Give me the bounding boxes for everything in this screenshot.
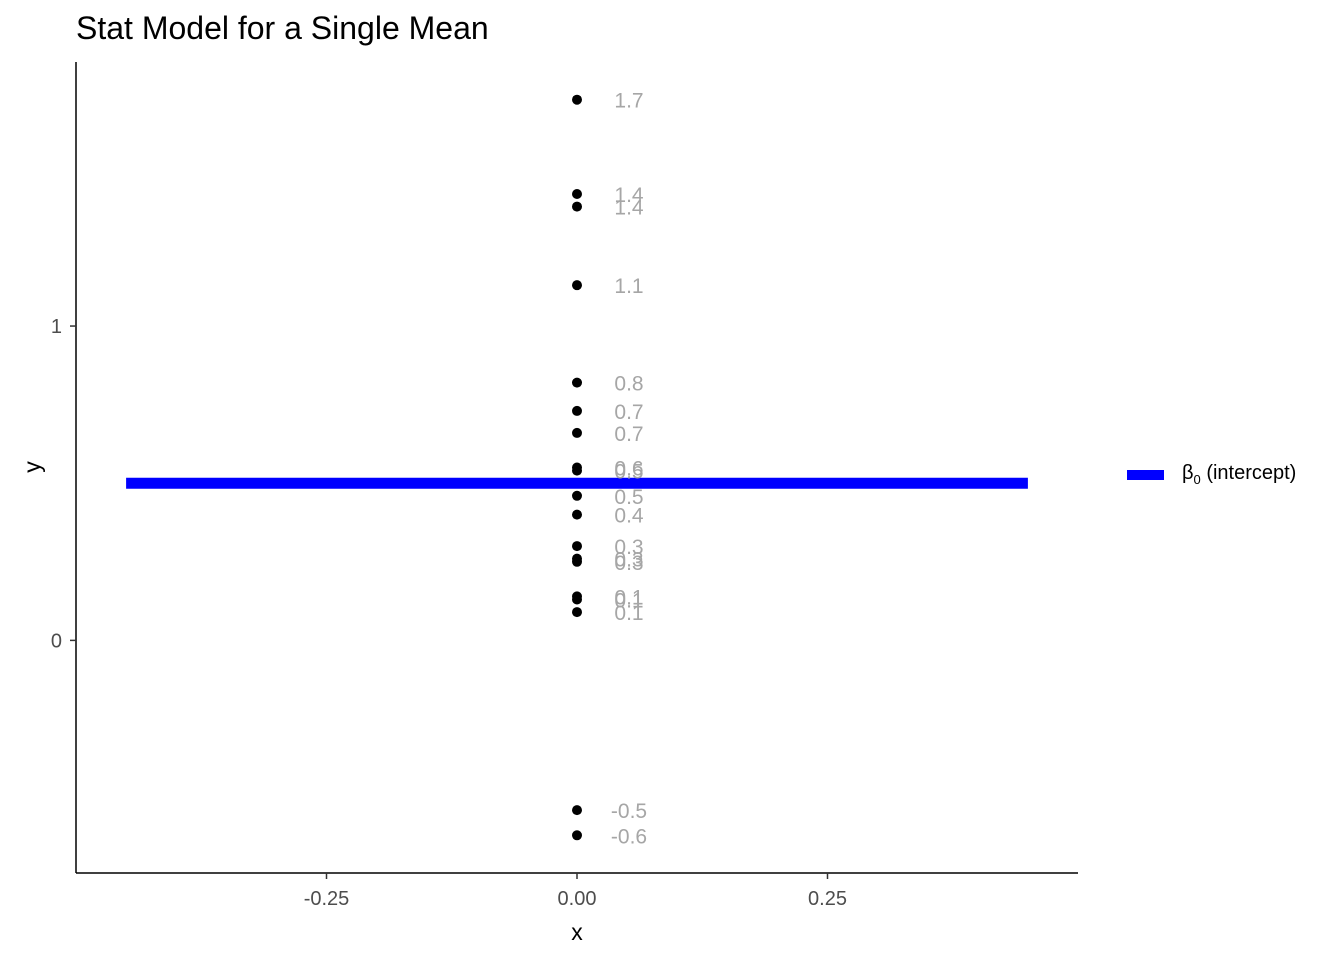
- data-label: 1.7: [614, 90, 643, 113]
- x-axis-title: x: [571, 919, 583, 945]
- data-label: 0.7: [614, 401, 643, 424]
- data-point: [572, 189, 582, 200]
- data-point: [572, 490, 582, 501]
- data-label: 0.4: [614, 505, 644, 528]
- legend-entry-text: (intercept): [1206, 462, 1297, 484]
- legend-label-intercept: β0 (intercept): [1182, 462, 1296, 487]
- y-axis-title: y: [19, 461, 45, 473]
- data-point: [572, 509, 582, 520]
- data-label: 0.7: [614, 423, 643, 446]
- data-label: 0.1: [614, 590, 643, 613]
- ticks: -0.25 0.00 0.25 0 1: [51, 316, 847, 910]
- data-point: [572, 377, 582, 388]
- data-label: 0.5: [614, 486, 643, 509]
- data-point: [572, 405, 582, 416]
- data-label: 0.3: [614, 536, 643, 559]
- data-point: [572, 201, 582, 212]
- legend-beta-symbol: β: [1182, 462, 1194, 484]
- data-label: 0.5: [614, 461, 643, 484]
- y-tick-label: 1: [51, 316, 62, 338]
- data-point: [572, 427, 582, 438]
- data-point: [572, 94, 582, 105]
- legend-key-intercept: [1127, 469, 1164, 480]
- x-tick-label: 0.25: [808, 888, 847, 910]
- legend: β0 (intercept): [1127, 462, 1296, 487]
- data-point: [572, 541, 582, 552]
- data-label: -0.6: [611, 825, 647, 848]
- data-point: [572, 594, 582, 605]
- data-label: 1.4: [614, 197, 644, 220]
- data-label: 0.6: [614, 458, 643, 481]
- chart-title: Stat Model for a Single Mean: [76, 10, 489, 46]
- points-layer: [572, 94, 582, 841]
- data-point: [572, 607, 582, 618]
- legend-beta-subscript: 0: [1193, 472, 1201, 487]
- data-label: -0.5: [611, 800, 647, 823]
- data-point: [572, 465, 582, 476]
- data-label: 1.4: [614, 184, 644, 207]
- data-point: [572, 280, 582, 291]
- data-label: 1.1: [614, 275, 643, 298]
- data-label: 0.1: [614, 586, 643, 609]
- data-point: [572, 805, 582, 816]
- data-point: [572, 556, 582, 567]
- data-label: 0.1: [614, 602, 643, 625]
- y-tick-label: 0: [51, 630, 62, 652]
- data-point: [572, 830, 582, 841]
- data-labels-layer: 1.71.41.41.10.80.70.70.60.50.50.40.30.30…: [611, 90, 647, 849]
- data-label: 0.3: [614, 552, 643, 575]
- x-tick-label: 0.00: [558, 888, 597, 910]
- data-label: 0.3: [614, 549, 643, 572]
- x-tick-label: -0.25: [304, 888, 350, 910]
- data-label: 0.8: [614, 373, 643, 396]
